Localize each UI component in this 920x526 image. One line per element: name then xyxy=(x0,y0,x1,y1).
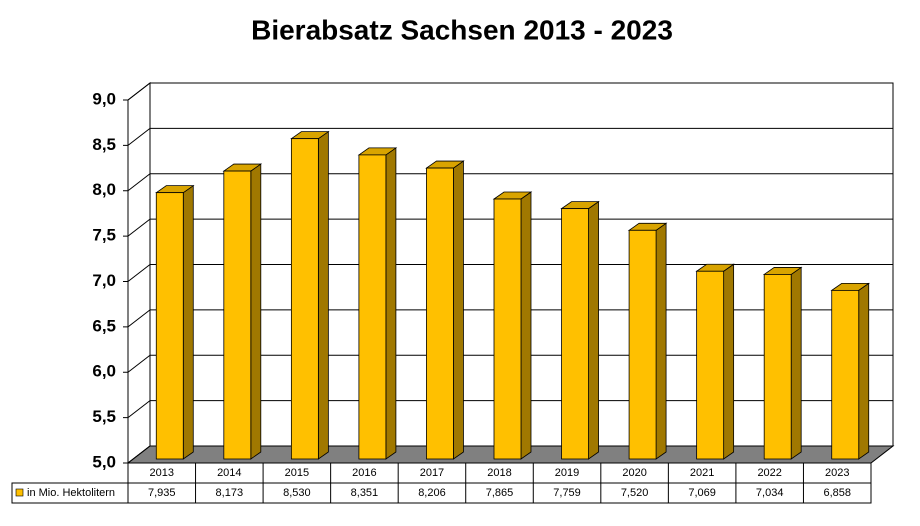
bar xyxy=(426,167,454,460)
value-label: 7,935 xyxy=(148,487,176,499)
grid-line-side xyxy=(127,400,151,419)
bar xyxy=(155,192,184,460)
x-tick-label: 2023 xyxy=(825,467,849,479)
grid-line-side xyxy=(127,82,151,101)
x-tick-label: 2022 xyxy=(757,467,781,479)
y-tick-label: 5,5 xyxy=(92,407,116,426)
legend-label: in Mio. Hektolitern xyxy=(27,487,115,499)
bar xyxy=(358,154,387,460)
y-tick-label: 6,0 xyxy=(92,362,116,381)
x-tick-label: 2019 xyxy=(555,467,579,479)
bar-side xyxy=(858,282,870,460)
bar-side xyxy=(385,147,397,460)
x-tick-label: 2014 xyxy=(217,467,241,479)
x-tick-label: 2016 xyxy=(352,467,376,479)
value-label: 7,520 xyxy=(621,487,649,499)
bar xyxy=(696,270,725,460)
bar-side xyxy=(317,130,329,460)
grid-line-side xyxy=(127,354,151,373)
y-tick-label: 8,0 xyxy=(92,180,116,199)
grid-line-side xyxy=(127,309,151,328)
legend-swatch xyxy=(15,488,24,497)
y-tick-label: 6,5 xyxy=(92,316,116,335)
y-tick-label: 7,0 xyxy=(92,271,116,290)
bar-side xyxy=(723,263,735,460)
grid-line-side xyxy=(127,218,151,237)
y-tick-label: 8,5 xyxy=(92,135,116,154)
grid-line-side xyxy=(127,264,151,282)
bar xyxy=(628,229,657,460)
bar-side xyxy=(588,200,599,460)
x-tick-label: 2015 xyxy=(285,467,309,479)
legend-cell xyxy=(11,482,129,504)
value-label: 7,034 xyxy=(756,487,784,499)
bar-side xyxy=(520,191,532,460)
x-tick-label: 2020 xyxy=(622,467,646,479)
x-tick-label: 2018 xyxy=(487,467,511,479)
value-label: 7,069 xyxy=(688,487,716,499)
value-label: 8,351 xyxy=(351,487,379,499)
value-label: 8,530 xyxy=(283,487,311,499)
value-label: 8,206 xyxy=(418,487,446,499)
y-tick-label: 7,5 xyxy=(92,226,116,245)
grid-line-side xyxy=(127,445,151,464)
bar xyxy=(290,138,319,460)
bar xyxy=(223,170,252,460)
y-tick-label: 9,0 xyxy=(92,89,116,108)
bar xyxy=(763,274,792,460)
value-label: 7,759 xyxy=(553,487,581,499)
grid-line-side xyxy=(127,127,151,146)
bar xyxy=(831,289,860,460)
bar-side xyxy=(182,184,194,460)
x-tick-label: 2021 xyxy=(690,467,714,479)
value-label: 6,858 xyxy=(823,487,851,499)
y-tick-label: 5,0 xyxy=(92,452,116,471)
bar-side xyxy=(790,266,802,460)
value-label: 7,865 xyxy=(486,487,514,499)
bar-side xyxy=(655,222,667,460)
grid-line-side xyxy=(127,173,151,192)
value-label: 8,173 xyxy=(216,487,244,499)
bar-side xyxy=(453,160,464,460)
x-tick-label: 2017 xyxy=(420,467,444,479)
chart-title: Bierabsatz Sachsen 2013 - 2023 xyxy=(251,14,673,45)
bar-side xyxy=(250,163,262,460)
x-tick-label: 2013 xyxy=(150,467,174,479)
bar xyxy=(493,198,522,460)
bar xyxy=(561,208,589,460)
